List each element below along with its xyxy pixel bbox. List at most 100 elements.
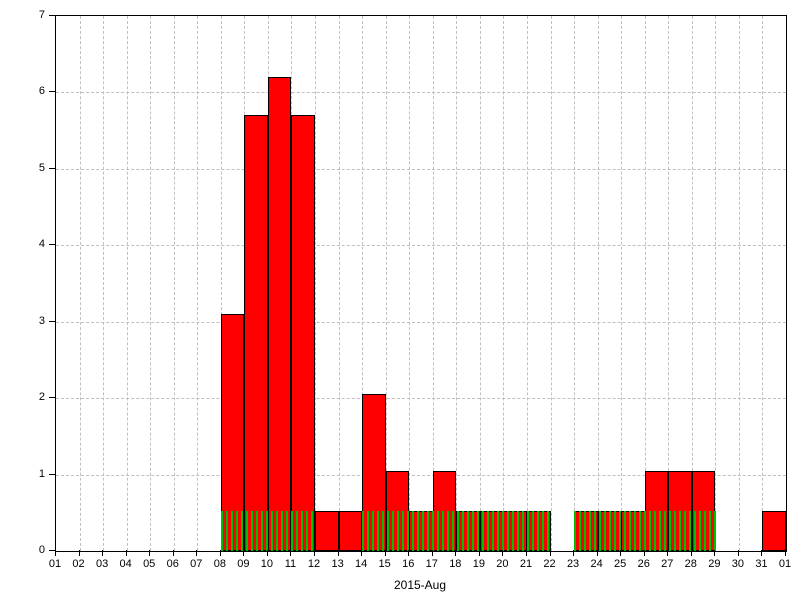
x-tick <box>644 550 645 556</box>
x-tick-label: 23 <box>567 558 579 570</box>
grid-line-vertical <box>339 16 340 551</box>
x-tick <box>691 550 692 556</box>
green-stripe <box>614 511 616 551</box>
x-tick-label: 20 <box>496 558 508 570</box>
y-tick <box>49 168 55 169</box>
x-tick <box>550 550 551 556</box>
x-tick-label: 13 <box>331 558 343 570</box>
x-tick <box>408 550 409 556</box>
x-tick-label: 14 <box>355 558 367 570</box>
y-tick <box>49 244 55 245</box>
x-tick-label: 18 <box>449 558 461 570</box>
green-stripe <box>226 511 228 551</box>
x-tick <box>432 550 433 556</box>
x-tick <box>502 550 503 556</box>
bar <box>762 511 786 551</box>
grid-line-vertical <box>762 16 763 551</box>
green-stripe <box>599 511 601 551</box>
green-stripe <box>301 511 303 551</box>
green-stripe <box>714 511 716 551</box>
green-stripe <box>609 511 611 551</box>
green-stripe <box>517 511 519 551</box>
green-stripe <box>236 511 238 551</box>
green-stripe <box>512 511 514 551</box>
green-stripe <box>644 511 646 551</box>
green-stripe <box>437 511 439 551</box>
green-stripe <box>311 511 313 551</box>
x-tick <box>714 550 715 556</box>
x-tick <box>243 550 244 556</box>
x-tick <box>126 550 127 556</box>
x-tick <box>149 550 150 556</box>
x-tick <box>385 550 386 556</box>
grid-line-vertical <box>409 16 410 551</box>
green-stripe <box>639 511 641 551</box>
green-stripe <box>417 511 419 551</box>
grid-line-vertical <box>127 16 128 551</box>
grid-line-horizontal <box>56 322 786 323</box>
x-tick <box>267 550 268 556</box>
x-tick <box>479 550 480 556</box>
y-tick-label: 7 <box>25 9 45 21</box>
green-stripe <box>452 511 454 551</box>
x-tick-label: 31 <box>755 558 767 570</box>
green-stripe <box>296 511 298 551</box>
grid-line-vertical <box>174 16 175 551</box>
green-stripe <box>709 511 711 551</box>
y-tick-label: 1 <box>25 468 45 480</box>
green-stripe <box>422 511 424 551</box>
green-stripe <box>654 511 656 551</box>
green-stripe <box>649 511 651 551</box>
grid-line-vertical <box>551 16 552 551</box>
green-stripe <box>251 511 253 551</box>
green-stripe <box>619 511 621 551</box>
x-tick-label: 17 <box>426 558 438 570</box>
grid-line-vertical <box>103 16 104 551</box>
green-stripe <box>629 511 631 551</box>
y-tick-label: 4 <box>25 238 45 250</box>
x-tick-label: 05 <box>143 558 155 570</box>
green-stripe <box>362 511 364 551</box>
green-stripe <box>372 511 374 551</box>
y-tick <box>49 474 55 475</box>
x-tick-label: 08 <box>214 558 226 570</box>
grid-line-vertical <box>527 16 528 551</box>
green-stripe <box>664 511 666 551</box>
green-stripe <box>684 511 686 551</box>
green-stripe <box>497 511 499 551</box>
x-tick-label: 16 <box>402 558 414 570</box>
green-stripe <box>507 511 509 551</box>
green-stripe <box>699 511 701 551</box>
grid-line-horizontal <box>56 245 786 246</box>
green-stripe <box>442 511 444 551</box>
x-tick <box>597 550 598 556</box>
green-stripe <box>407 511 409 551</box>
grid-line-vertical <box>80 16 81 551</box>
x-tick-label: 28 <box>685 558 697 570</box>
bar <box>339 511 363 551</box>
green-stripe <box>261 511 263 551</box>
grid-line-horizontal <box>56 169 786 170</box>
x-tick <box>290 550 291 556</box>
chart-container: 0102030405060708091011121314151617181920… <box>0 0 800 600</box>
green-stripe <box>502 511 504 551</box>
green-stripe <box>679 511 681 551</box>
y-tick-label: 0 <box>25 544 45 556</box>
green-stripe <box>487 511 489 551</box>
green-stripe <box>547 511 549 551</box>
green-stripe <box>669 511 671 551</box>
green-stripe <box>467 511 469 551</box>
x-tick-label: 11 <box>285 558 296 570</box>
x-tick-label: 07 <box>190 558 202 570</box>
y-tick-label: 5 <box>25 162 45 174</box>
green-stripe <box>402 511 404 551</box>
green-stripe <box>246 511 248 551</box>
bar <box>291 115 315 551</box>
green-stripe <box>256 511 258 551</box>
x-tick-label: 27 <box>661 558 673 570</box>
x-tick-label: 12 <box>308 558 320 570</box>
grid-line-vertical <box>621 16 622 551</box>
green-stripe <box>447 511 449 551</box>
y-tick-label: 2 <box>25 391 45 403</box>
x-tick <box>361 550 362 556</box>
